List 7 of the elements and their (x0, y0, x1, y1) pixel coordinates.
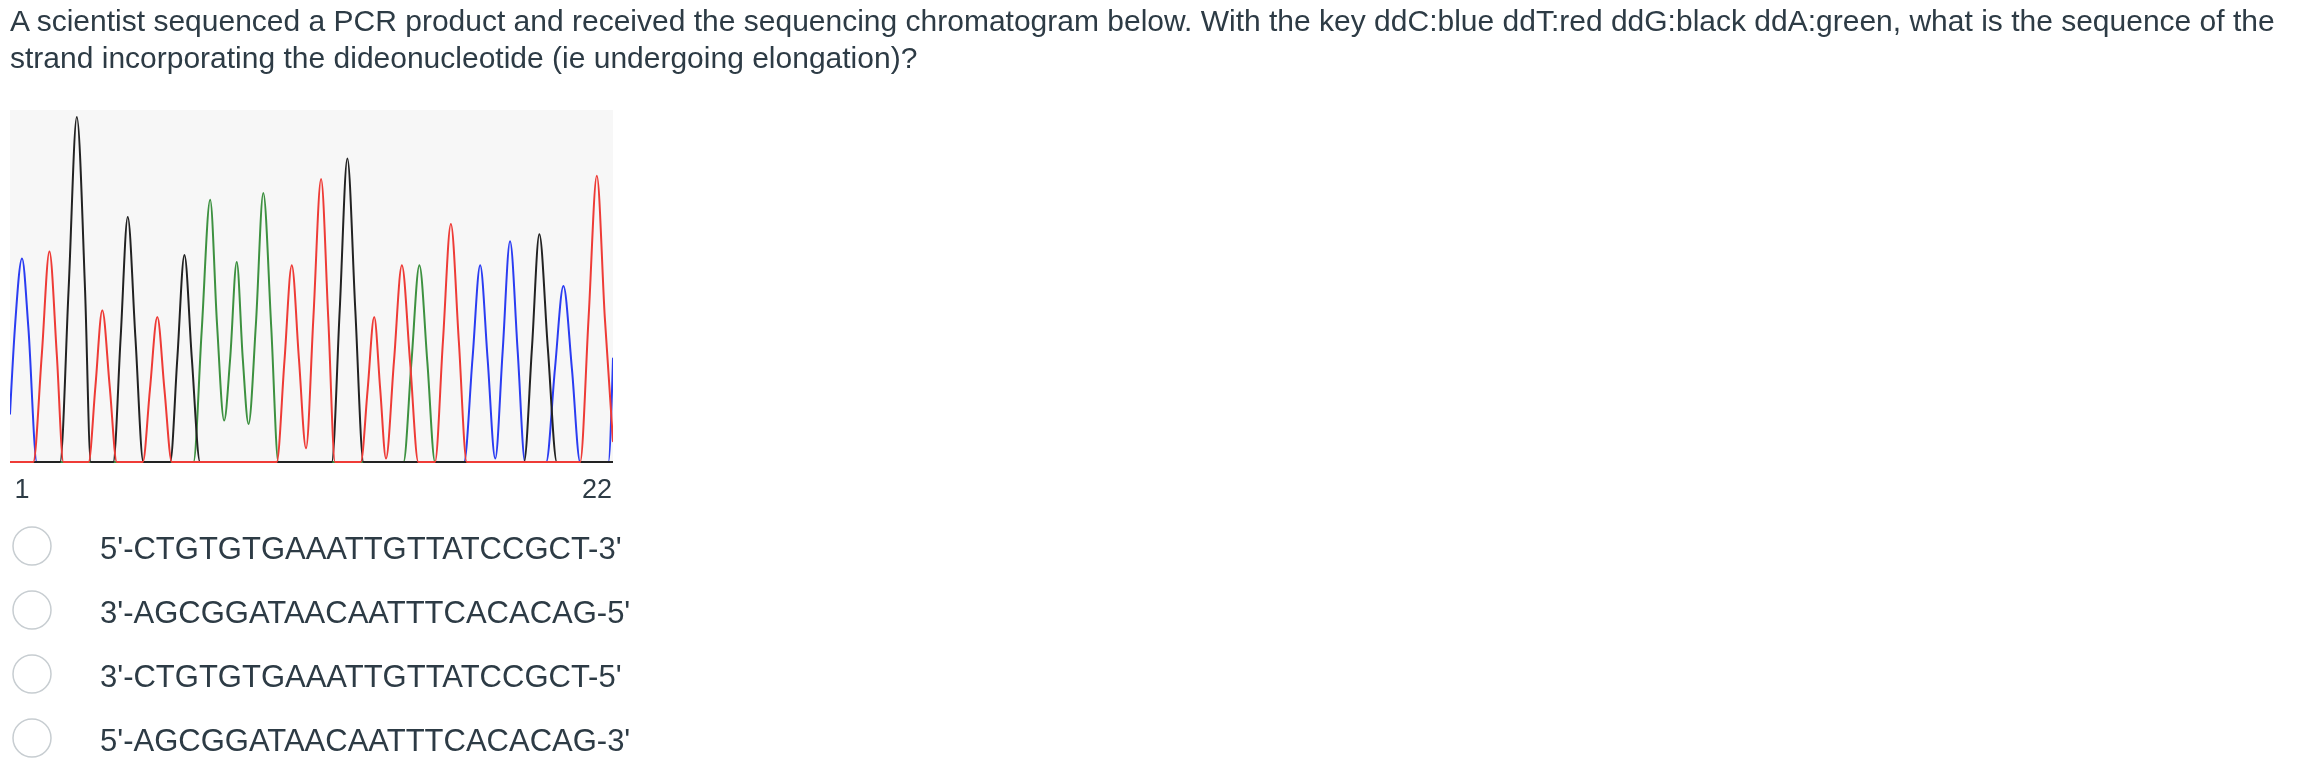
x-tick-label: 22 (582, 474, 613, 504)
text: 3'-AGCGGATAACAATTTCACACAG-5' (100, 595, 631, 630)
text: 3'-CTGTGTGAAATTGTTATCCGCT-5' (100, 659, 622, 694)
text: 5'-CTGTGTGAAATTGTTATCCGCT-3' (100, 531, 622, 566)
text: A scientist sequenced a PCR product and received the sequencing chromatogram below. With the key ddC:blue ddT:red ddG:black ddA:green, what is the sequence of the strand incorporating the dideonucleotide (ie undergoing elongation)? (10, 4, 2275, 74)
x-tick-label: 1 (14, 474, 30, 504)
text: 5'-AGCGGATAACAATTTCACACAG-3' (100, 723, 631, 758)
